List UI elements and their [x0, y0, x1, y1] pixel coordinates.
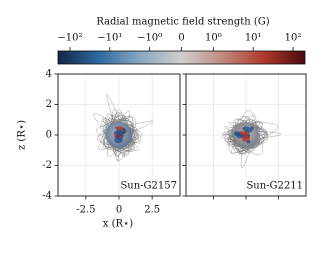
field-line — [253, 124, 261, 137]
surface-spot — [114, 126, 124, 130]
y-tick-label: -4 — [42, 191, 52, 202]
y-tick-label: -2 — [42, 160, 52, 171]
field-line — [113, 145, 128, 161]
colorbar-tick-label: −10¹ — [97, 33, 122, 44]
field-line — [119, 137, 133, 151]
field-line — [107, 116, 119, 129]
field-line — [130, 135, 142, 144]
field-line — [103, 129, 107, 136]
surface-spot — [243, 131, 249, 138]
colorbar-tick-label: 10⁰ — [205, 33, 222, 44]
field-line — [110, 114, 130, 127]
field-line — [106, 114, 124, 130]
field-line — [100, 121, 111, 130]
field-line — [234, 118, 245, 128]
field-lines — [221, 109, 282, 169]
y-tick-label: 2 — [46, 99, 52, 110]
field-line — [241, 143, 257, 150]
field-line — [119, 143, 130, 156]
colorbar — [57, 50, 306, 65]
colorbar-tick-label: 0 — [178, 33, 184, 44]
x-tick-label: 2.5 — [144, 205, 160, 216]
field-line — [236, 116, 252, 127]
colorbar-tick-label: −10² — [57, 33, 82, 44]
field-line — [109, 115, 121, 126]
field-line — [102, 141, 113, 149]
field-line — [224, 129, 235, 142]
surface-spot — [241, 135, 250, 143]
field-line — [112, 109, 123, 124]
field-line — [97, 136, 113, 150]
surface-spot — [233, 131, 242, 136]
field-line — [255, 125, 266, 144]
field-line — [127, 132, 135, 146]
surface-spot — [249, 126, 254, 131]
field-line — [106, 93, 121, 123]
colorbar-title: Radial magnetic field strength (G) — [96, 17, 269, 28]
panel-annotation: Sun-G2211 — [246, 181, 303, 192]
y-axis-label: z (R⋆) — [17, 120, 28, 150]
field-line — [112, 109, 124, 124]
field-line — [113, 117, 132, 130]
field-line — [114, 147, 119, 162]
field-lines — [93, 93, 154, 162]
field-line — [238, 140, 259, 153]
field-line — [239, 109, 257, 127]
field-line — [128, 128, 141, 145]
surface-spot — [119, 136, 124, 139]
field-line — [227, 123, 240, 144]
y-tick-label: 0 — [46, 130, 52, 141]
field-line — [112, 119, 128, 125]
x-tick-label: 0 — [116, 205, 122, 216]
field-line — [224, 126, 236, 132]
colorbar-tick-label: 10² — [285, 33, 302, 44]
colorbar-tick-label: 10¹ — [245, 33, 262, 44]
field-line — [256, 136, 261, 143]
field-line — [251, 138, 261, 148]
x-tick-label: -2.5 — [76, 205, 95, 216]
surface-spot — [116, 130, 124, 136]
x-axis-label: x (R⋆) — [103, 219, 134, 230]
colorbar-tick-label: −10⁰ — [137, 33, 162, 44]
field-line — [120, 139, 133, 149]
field-line — [231, 141, 243, 155]
field-line — [104, 136, 116, 149]
field-line — [121, 136, 135, 152]
y-tick-label: 4 — [46, 69, 52, 80]
field-line — [122, 128, 137, 149]
panel-annotation: Sun-G2157 — [120, 181, 177, 192]
field-line — [104, 125, 110, 135]
